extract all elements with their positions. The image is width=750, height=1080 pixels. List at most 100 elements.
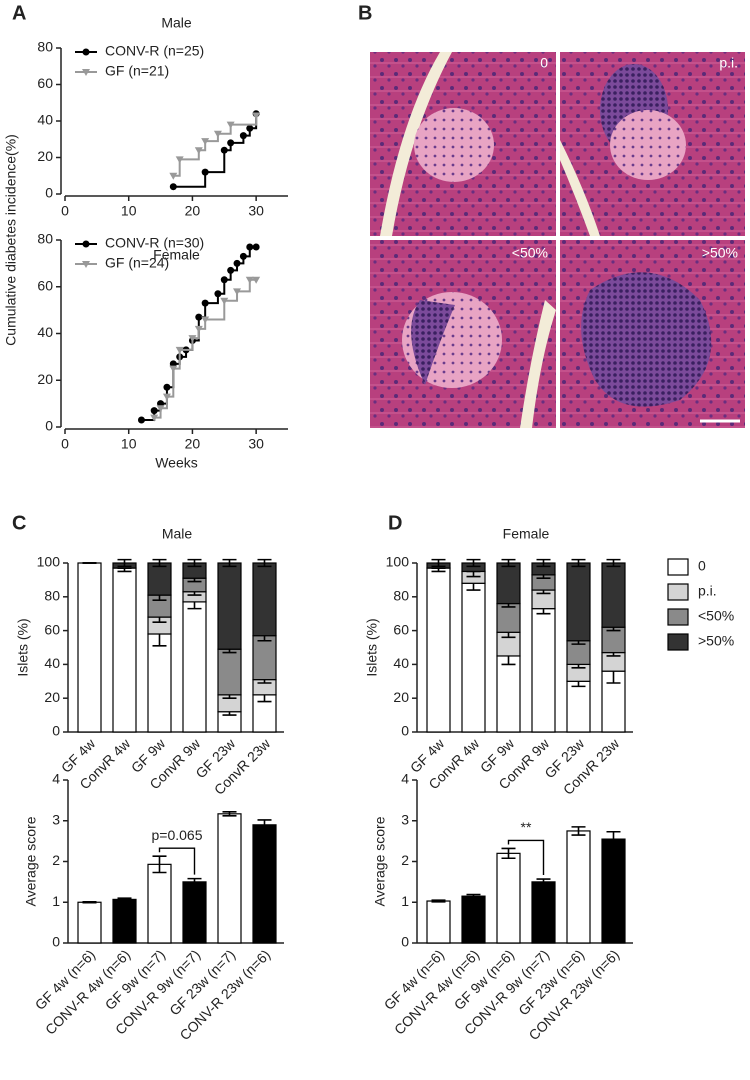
- error-bar: [571, 558, 586, 568]
- legend-label: 0: [698, 558, 706, 574]
- y-tick-label: 0: [45, 418, 53, 434]
- marker: [227, 266, 235, 274]
- marker: [137, 416, 145, 424]
- y-tick-label: 3: [52, 811, 60, 827]
- error-bar: [257, 558, 272, 568]
- marker: [201, 299, 209, 307]
- legend-swatch: [667, 583, 689, 601]
- bar-segment: [426, 567, 451, 733]
- error-bar: [606, 558, 621, 568]
- y-tick-label: 4: [401, 771, 409, 787]
- marker: [239, 252, 247, 260]
- error-bar: [466, 893, 481, 899]
- bar: [496, 852, 521, 944]
- vessel: [560, 140, 600, 236]
- marker: [220, 297, 229, 305]
- y-tick-label: 3: [401, 811, 409, 827]
- bar-segment: [112, 567, 137, 733]
- y-tick-label: 40: [44, 655, 60, 671]
- marker: [201, 316, 210, 324]
- marker: [82, 261, 90, 268]
- error-bar: [431, 899, 446, 903]
- marker: [213, 130, 222, 138]
- bar: [461, 895, 486, 944]
- error-bar: [466, 558, 481, 568]
- panel-label: D: [388, 512, 402, 534]
- bar-segment: [217, 562, 242, 650]
- bar-segment: [496, 655, 521, 733]
- error-bar: [222, 810, 237, 817]
- histology: 0 p.i. <50% >50%: [370, 52, 745, 428]
- error-bar: [117, 558, 132, 568]
- histology-label: <50%: [512, 245, 548, 261]
- bar: [601, 838, 626, 944]
- histology-label: p.i.: [719, 55, 738, 71]
- histology-label: 0: [540, 55, 548, 71]
- vessel: [520, 300, 556, 428]
- marker: [227, 139, 235, 147]
- panel-label: C: [12, 512, 26, 534]
- error-bar: [117, 897, 132, 902]
- marker: [220, 276, 228, 284]
- error-bar: [82, 901, 97, 904]
- significance-bracket: [507, 839, 545, 876]
- marker: [239, 132, 247, 140]
- marker: [233, 259, 241, 267]
- y-tick-label: 80: [393, 588, 409, 604]
- bar: [426, 900, 451, 944]
- legend-label: >50%: [698, 633, 734, 649]
- y-tick-label: 1: [52, 893, 60, 909]
- marker: [156, 405, 165, 413]
- bar-segment: [77, 562, 102, 733]
- bar-segment: [147, 633, 172, 733]
- step-line: [173, 115, 258, 177]
- y-tick-label: 1: [401, 893, 409, 909]
- x-tick-label: 30: [248, 203, 264, 219]
- bar-segment: [566, 680, 591, 733]
- y-tick-label: 60: [44, 621, 60, 637]
- islet: [610, 110, 686, 180]
- error-bar: [187, 877, 202, 886]
- error-bar: [571, 826, 586, 836]
- marker: [252, 243, 260, 251]
- error-bar: [536, 878, 551, 886]
- y-tick-label: 80: [37, 39, 53, 55]
- bar-segment: [461, 582, 486, 733]
- bar: [252, 824, 277, 944]
- y-axis-label: Average score: [372, 816, 388, 906]
- y-tick-label: 100: [386, 554, 410, 570]
- histology-label: >50%: [702, 245, 738, 261]
- y-tick-label: 20: [44, 689, 60, 705]
- y-tick-label: 80: [37, 231, 53, 247]
- marker: [252, 276, 261, 284]
- marker: [150, 407, 158, 415]
- marker: [169, 365, 178, 373]
- y-tick-label: 0: [52, 934, 60, 950]
- y-tick-label: 0: [401, 934, 409, 950]
- error-bar: [152, 558, 167, 568]
- legend-swatch: [667, 633, 689, 651]
- x-tick-label: 20: [185, 436, 201, 452]
- error-bar: [606, 830, 621, 848]
- bar: [531, 881, 556, 944]
- bar-segment: [566, 562, 591, 642]
- x-tick-label: 10: [121, 203, 137, 219]
- error-bar: [501, 847, 516, 860]
- bar: [77, 901, 102, 944]
- bar: [112, 898, 137, 944]
- marker: [195, 313, 203, 321]
- y-tick-label: 0: [401, 723, 409, 739]
- y-tick-label: 40: [37, 112, 53, 128]
- legend-swatch: [667, 608, 689, 626]
- legend-label: p.i.: [698, 583, 717, 599]
- error-bar: [152, 855, 167, 874]
- bar: [566, 830, 591, 944]
- x-tick-label: 30: [248, 436, 264, 452]
- marker: [82, 69, 90, 76]
- marker: [169, 183, 177, 191]
- x-axis-label: Weeks: [155, 455, 198, 471]
- bar: [182, 881, 207, 944]
- marker: [82, 240, 90, 248]
- legend-label: CONV-R (n=25): [105, 43, 204, 59]
